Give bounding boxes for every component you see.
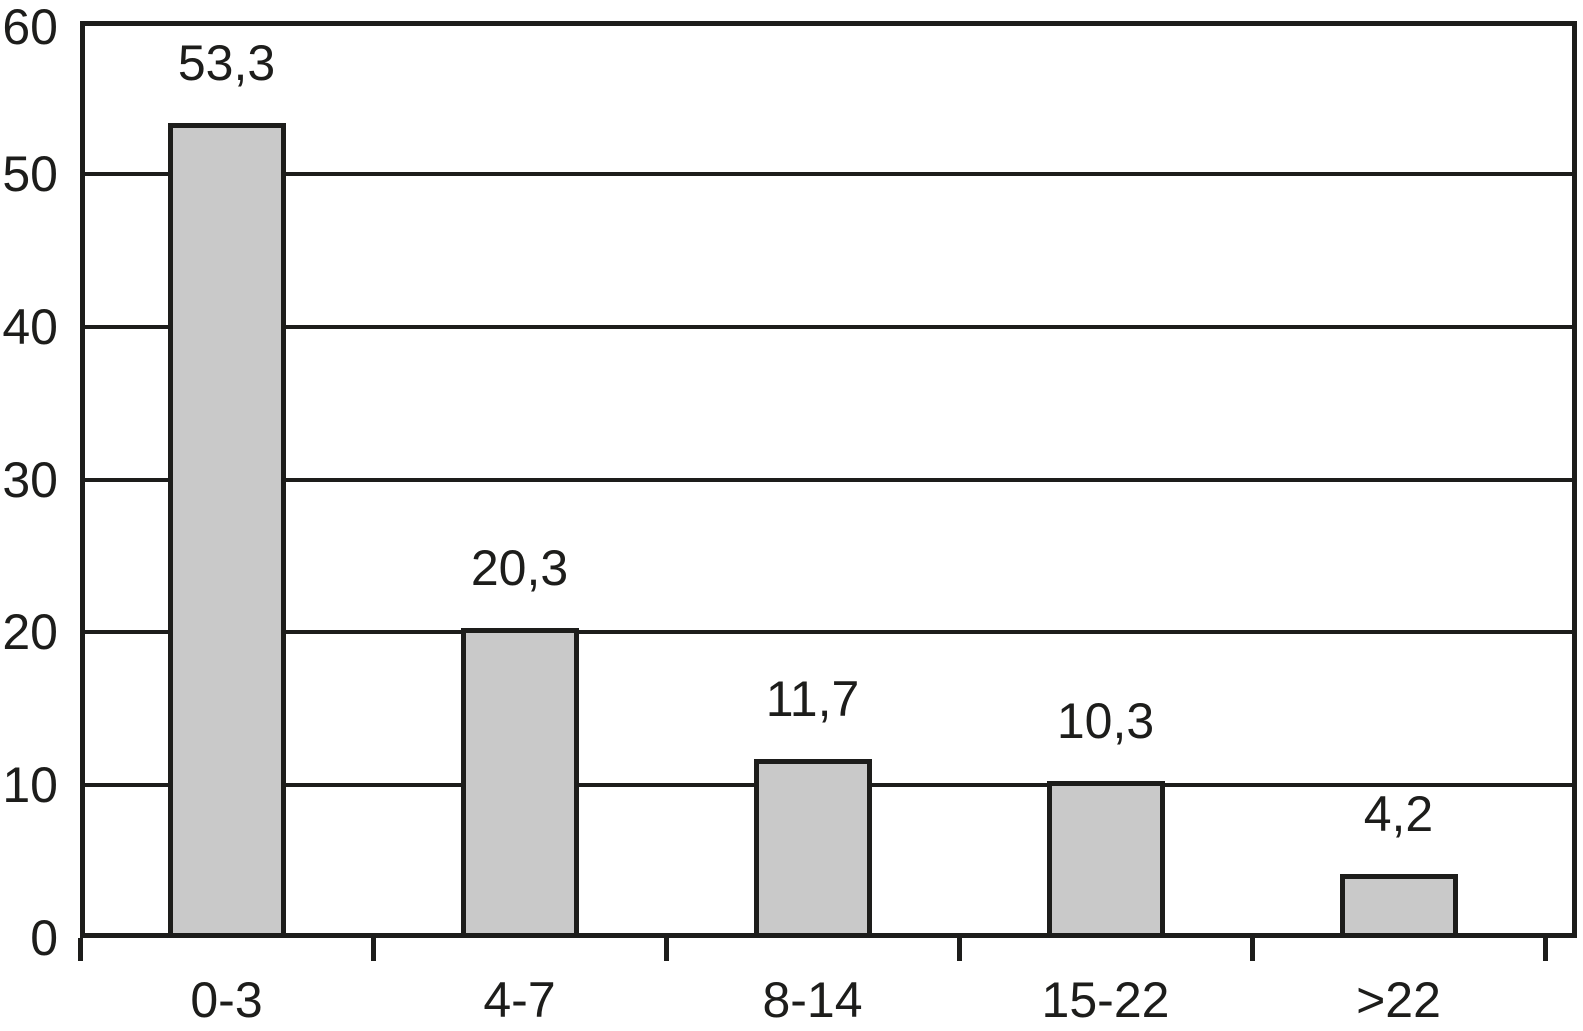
x-tick [1249,938,1255,961]
y-tick-label: 50 [2,145,58,202]
bar-8-14 [753,759,872,938]
bar-value-label: 4,2 [1363,785,1434,842]
gridline [80,324,1577,329]
bar-15-22 [1046,780,1165,938]
bar-0-3 [167,123,286,938]
bar-value-label: 11,7 [765,671,860,728]
y-tick-label: 20 [2,604,58,661]
bar-value-label: 20,3 [470,539,569,596]
gridline [80,171,1577,176]
x-tick [77,938,83,961]
y-tick-label: 40 [2,298,58,355]
x-category-label: 8-14 [762,972,863,1028]
gridline [80,477,1577,482]
y-tick-label: 30 [2,451,58,508]
x-category-label: 4-7 [483,972,556,1028]
bar-4-7 [460,627,579,938]
x-tick [956,938,962,961]
bar->22 [1339,873,1458,938]
x-tick [663,938,669,961]
bar-value-label: 10,3 [1056,692,1155,749]
x-category-label: 15-22 [1041,972,1170,1028]
y-tick-label: 10 [2,757,58,814]
bar-value-label: 53,3 [177,35,276,92]
x-tick [1542,938,1548,961]
y-tick-label: 60 [2,0,58,55]
x-category-label: 0-3 [190,972,263,1028]
x-tick [370,938,376,961]
gridline [80,630,1577,635]
x-category-label: >22 [1356,972,1441,1028]
y-tick-label: 0 [30,910,58,966]
